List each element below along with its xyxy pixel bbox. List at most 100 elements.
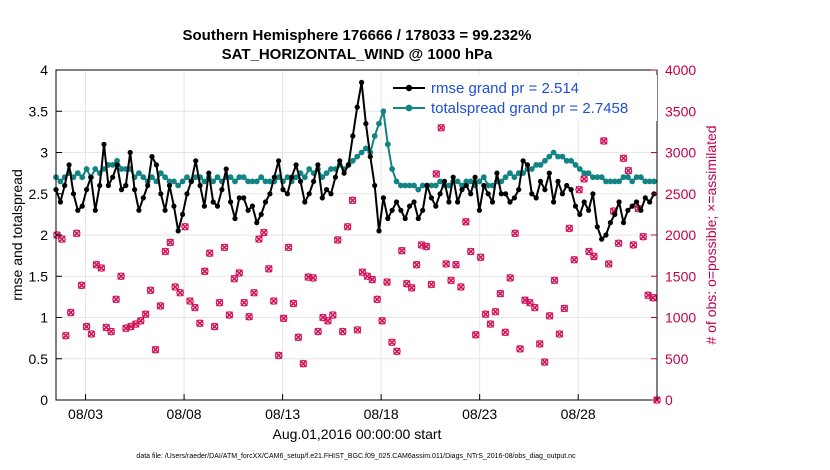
rmse-point	[345, 162, 352, 168]
rmse-point	[293, 162, 299, 168]
rmse-point	[184, 191, 190, 197]
obs-assimilated-marker	[481, 310, 490, 318]
obs-assimilated-marker	[575, 185, 583, 194]
obs-point	[274, 351, 283, 360]
x-tick-label: 08/18	[364, 406, 399, 422]
right-y-axis-label: # of obs: o=possible; ×=assimilated	[703, 125, 719, 344]
obs-possible-marker	[432, 170, 441, 178]
obs-point	[171, 283, 180, 291]
obs-point	[87, 330, 96, 338]
obs-possible-marker	[260, 228, 268, 237]
rmse-point	[594, 224, 600, 230]
obs-possible-marker	[87, 330, 96, 338]
obs-possible-marker	[378, 316, 386, 325]
obs-possible-marker	[225, 311, 234, 319]
obs-possible-marker	[422, 242, 431, 251]
obs-point	[176, 288, 184, 297]
totalspread-point	[611, 178, 618, 185]
obs-possible-marker	[442, 260, 450, 268]
obs-assimilated-marker	[299, 359, 308, 368]
obs-possible-marker	[383, 278, 391, 286]
obs-possible-marker	[570, 255, 579, 264]
right-y-tick-label: 4000	[665, 62, 696, 78]
series-lines	[53, 79, 657, 242]
totalspread-point	[393, 178, 400, 185]
obs-assimilated-marker	[181, 222, 189, 231]
rmse-point	[551, 199, 557, 205]
obs-assimilated-marker	[260, 228, 268, 237]
left-y-tick-label: 2.5	[29, 186, 49, 202]
obs-point	[77, 281, 86, 290]
obs-assimilated-marker	[501, 328, 510, 337]
obs-possible-marker	[535, 340, 544, 348]
obs-assimilated-marker	[358, 268, 367, 276]
obs-assimilated-marker	[72, 229, 81, 238]
obs-point	[66, 308, 75, 317]
chart-title-line2: SAT_HORIZONTAL_WIND @ 1000 hPa	[222, 46, 493, 63]
totalspread-point	[92, 166, 99, 172]
totalspread-point	[598, 174, 605, 181]
rmse-point	[193, 158, 199, 164]
obs-possible-marker	[619, 154, 628, 163]
rmse-point	[271, 174, 277, 180]
totalspread-point	[389, 166, 395, 172]
obs-point	[531, 303, 539, 312]
totalspread-point	[166, 178, 173, 185]
totalspread-point	[192, 174, 199, 181]
obs-possible-marker	[72, 229, 81, 238]
obs-possible-marker	[77, 281, 86, 290]
obs-assimilated-marker	[407, 284, 416, 292]
obs-point	[481, 310, 490, 319]
obs-point	[82, 322, 91, 331]
obs-possible-marker	[412, 260, 421, 269]
totalspread-point	[616, 178, 622, 185]
totalspread-point	[480, 174, 487, 181]
rmse-point	[223, 166, 229, 172]
obs-possible-marker	[550, 276, 559, 285]
obs-point	[599, 137, 608, 145]
right-y-tick-label: 3500	[665, 103, 696, 119]
rmse-point	[153, 162, 159, 168]
rmse-point	[149, 154, 155, 160]
totalspread-point	[118, 166, 125, 172]
obs-assimilated-marker	[624, 166, 633, 175]
obs-assimilated-marker	[417, 241, 426, 249]
totalspread-point	[446, 182, 452, 189]
obs-point	[378, 316, 386, 325]
obs-assimilated-marker	[378, 317, 386, 325]
obs-possible-marker	[506, 274, 514, 282]
rmse-point	[590, 191, 596, 197]
rmse-point	[498, 191, 504, 197]
obs-point	[422, 242, 431, 251]
obs-assimilated-marker	[614, 239, 623, 248]
obs-point	[388, 338, 396, 347]
obs-point	[545, 312, 554, 320]
obs-assimilated-marker	[604, 260, 613, 268]
rmse-point	[101, 141, 107, 147]
obs-possible-marker	[220, 243, 229, 252]
obs-possible-marker	[161, 247, 170, 256]
obs-possible-marker	[491, 307, 500, 316]
rmse-point	[647, 199, 653, 205]
obs-point	[289, 299, 298, 308]
obs-assimilated-marker	[215, 298, 224, 307]
rmse-point	[175, 228, 181, 234]
totalspread-point	[109, 162, 116, 168]
obs-point	[432, 170, 441, 178]
obs-possible-marker	[66, 308, 75, 317]
obs-possible-marker	[516, 345, 524, 353]
obs-assimilated-marker	[235, 269, 244, 277]
obs-point	[245, 312, 253, 321]
obs-possible-marker	[639, 232, 648, 241]
x-tick-label: 08/03	[68, 406, 103, 422]
obs-assimilated-marker	[166, 238, 175, 247]
obs-point	[501, 328, 510, 337]
obs-assimilated-marker	[585, 247, 593, 256]
rmse-point	[529, 191, 535, 197]
obs-possible-marker	[279, 314, 288, 323]
plot-area: 08/03 08/08 08/13 08/18 08/23 08/28 0 0.5 1 1.5 2…	[29, 62, 697, 422]
totalspread-point	[363, 145, 369, 152]
legend-rmse-label: rmse grand pr = 2.514	[431, 80, 579, 97]
totalspread-point	[563, 157, 570, 164]
obs-possible-marker	[191, 303, 199, 312]
